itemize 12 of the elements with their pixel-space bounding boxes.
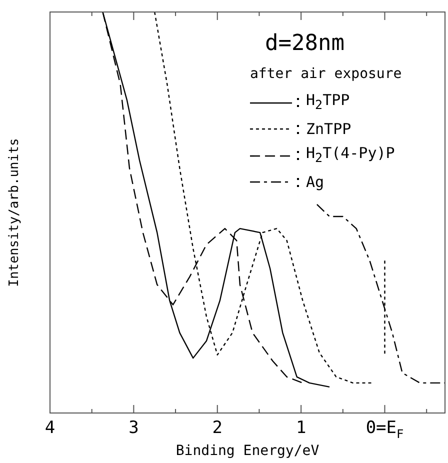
x-tick-label: 3 <box>128 418 139 438</box>
x-tick-label: 2 <box>212 418 223 438</box>
annotation: d=28nm <box>265 31 344 56</box>
x-axis-title: Binding Energy/eV <box>176 443 320 459</box>
x-tick-label: 1 <box>296 418 306 438</box>
x-tick-label: 4 <box>44 418 56 438</box>
y-axis-title: Intensity/arb.units <box>7 138 22 287</box>
legend-label: H$_{2}$T(4-Py)P <box>306 143 395 167</box>
legend-label: ZnTPP <box>306 119 352 140</box>
legend-label: Ag <box>306 172 324 193</box>
legend-label: H$_{2}$TPP <box>306 90 350 114</box>
annotation: after air exposure <box>250 66 402 82</box>
